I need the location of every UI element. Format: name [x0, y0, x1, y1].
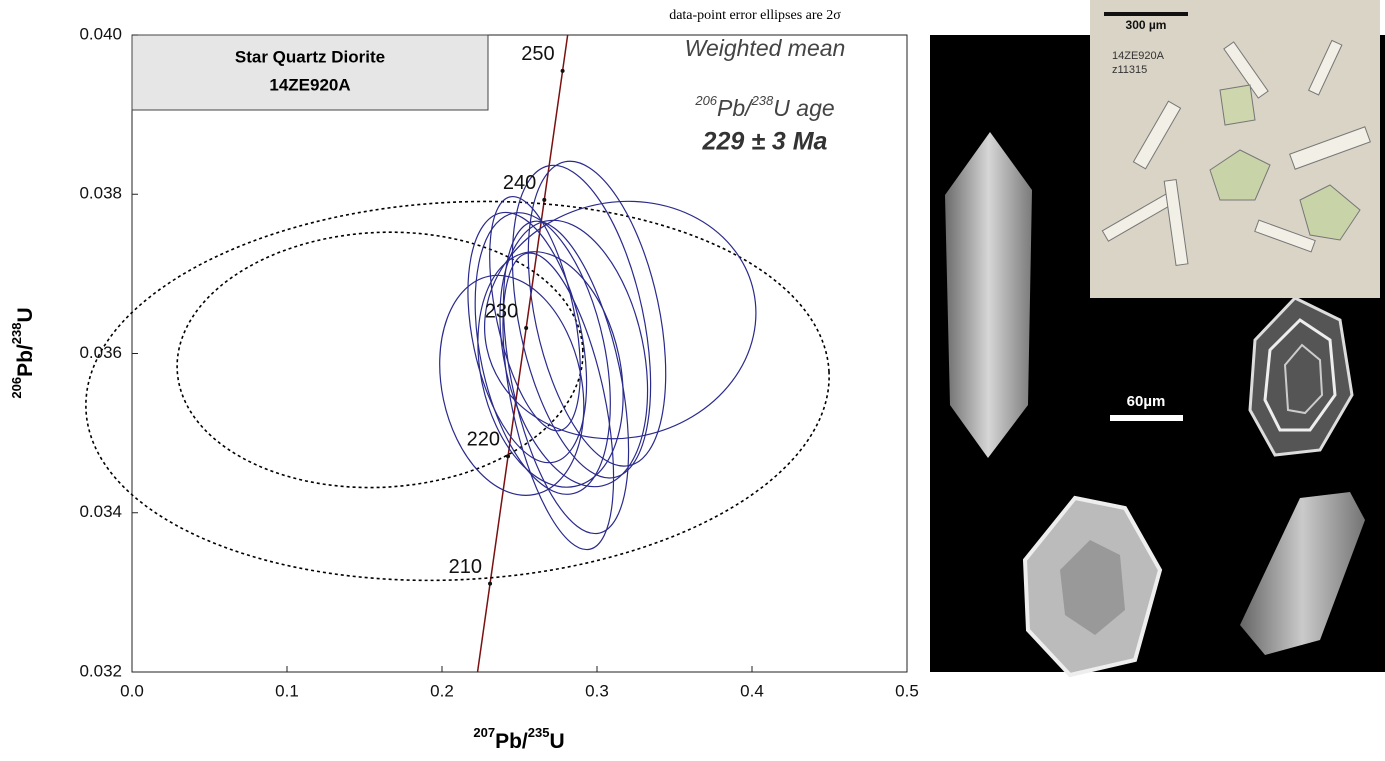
scale-label: 60µm — [1127, 393, 1166, 410]
age-marker — [561, 69, 565, 73]
age-label: 230 — [485, 300, 518, 322]
inset-scale-label: 300 µm — [1126, 18, 1167, 32]
text: Pb/ — [495, 730, 528, 753]
sup: 235 — [528, 725, 550, 740]
note: data-point error ellipses are 2σ — [669, 8, 841, 23]
cl-image-panel: 60µm 300 µm 14ZE920A z11315 — [930, 0, 1385, 675]
y-tick-label: 0.038 — [79, 184, 122, 203]
y-axis-label: 206Pb/238U — [9, 307, 36, 398]
age-label: 240 — [503, 172, 536, 194]
inset-sample: 14ZE920A — [1112, 50, 1165, 62]
sup: 206 — [694, 93, 717, 108]
sup: 238 — [751, 93, 774, 108]
zircon — [945, 132, 1032, 458]
text: Pb/ — [14, 344, 37, 377]
scale-bar — [1110, 415, 1183, 421]
age-label: 220 — [467, 428, 500, 450]
sup: 206 — [9, 377, 24, 399]
title-box — [132, 35, 488, 110]
x-tick-label: 0.2 — [430, 681, 454, 700]
age-label: 210 — [449, 556, 482, 578]
x-axis-label: 207Pb/235U — [473, 725, 564, 752]
box-title: Star Quartz Diorite — [235, 47, 385, 66]
box-subtitle: 14ZE920A — [269, 75, 350, 94]
annotation: Weighted mean — [685, 35, 846, 61]
age-marker — [542, 198, 546, 202]
age-label: 250 — [521, 43, 554, 65]
text: U age — [773, 95, 834, 121]
age-marker — [524, 326, 528, 330]
y-tick-label: 0.034 — [79, 502, 122, 521]
y-tick-label: 0.036 — [79, 343, 122, 362]
inset-grain: z11315 — [1112, 64, 1147, 76]
x-tick-label: 0.1 — [275, 681, 299, 700]
y-tick-label: 0.040 — [79, 24, 122, 43]
age-value: 229 ± 3 Ma — [702, 128, 828, 156]
x-tick-label: 0.0 — [120, 681, 144, 700]
text: U — [549, 730, 564, 753]
text: U — [14, 307, 37, 322]
age-marker — [488, 582, 492, 586]
x-tick-label: 0.5 — [895, 681, 919, 700]
x-tick-label: 0.4 — [740, 681, 764, 700]
sup: 238 — [9, 323, 24, 345]
sup: 207 — [473, 725, 495, 740]
inset-scale-bar — [1104, 12, 1188, 16]
y-tick-label: 0.032 — [79, 661, 122, 680]
text: Pb/ — [717, 95, 754, 121]
x-tick-label: 0.3 — [585, 681, 609, 700]
figure: Star Quartz Diorite 14ZE920A data-point … — [0, 0, 1385, 761]
